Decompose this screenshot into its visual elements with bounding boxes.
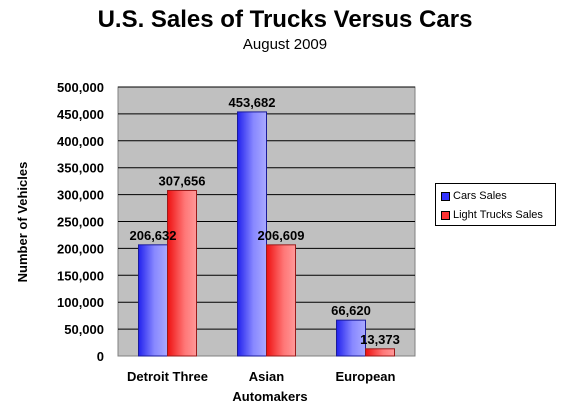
data-label: 206,632 xyxy=(130,228,177,243)
y-tick-labels: 0 50,000 100,000 150,000 200,000 250,000 300,0… xyxy=(57,80,104,364)
bar-trucks xyxy=(167,189,197,357)
legend-swatch-trucks xyxy=(441,210,450,220)
data-label: 206,609 xyxy=(258,228,305,243)
chart-subtitle: August 2009 xyxy=(242,36,328,53)
legend-swatch-cars xyxy=(441,191,450,201)
category-labels: Detroit Three Asian European xyxy=(127,369,395,384)
bar-trucks xyxy=(365,348,395,357)
bar-cars xyxy=(336,319,366,357)
legend: Cars Sales Light Trucks Sales xyxy=(435,183,556,226)
legend-label-cars: Cars Sales xyxy=(453,190,507,202)
x-tick-label: Asian xyxy=(249,369,284,384)
data-label: 453,682 xyxy=(229,95,276,110)
y-tick-label: 100,000 xyxy=(57,295,104,310)
y-tick-label: 500,000 xyxy=(57,80,104,95)
bars xyxy=(138,111,395,357)
bar-cars xyxy=(237,111,267,357)
bar-trucks xyxy=(266,244,296,357)
legend-item-cars: Cars Sales xyxy=(441,189,507,203)
y-tick-label: 350,000 xyxy=(57,161,104,176)
data-labels: 206,632 307,656 453,682 206,609 66,620 13,373 xyxy=(130,95,400,347)
y-tick-label: 200,000 xyxy=(57,241,104,256)
y-tick-label: 300,000 xyxy=(57,188,104,203)
legend-label-trucks: Light Trucks Sales xyxy=(453,209,543,221)
y-axis-title: Number of Vehicles xyxy=(15,162,30,283)
x-tick-label: European xyxy=(336,369,396,384)
bar-cars xyxy=(138,244,168,357)
data-label: 66,620 xyxy=(331,303,371,318)
x-axis-title: Automakers xyxy=(232,389,307,404)
y-tick-label: 50,000 xyxy=(64,322,104,337)
y-tick-label: 450,000 xyxy=(57,107,104,122)
data-label: 307,656 xyxy=(159,173,206,188)
x-tick-label: Detroit Three xyxy=(127,369,208,384)
data-label: 13,373 xyxy=(360,332,400,347)
y-tick-label: 250,000 xyxy=(57,215,104,230)
y-tick-label: 150,000 xyxy=(57,268,104,283)
chart-title: U.S. Sales of Trucks Versus Cars xyxy=(97,6,473,33)
y-tick-label: 400,000 xyxy=(57,134,104,149)
legend-item-trucks: Light Trucks Sales xyxy=(441,208,543,222)
y-tick-label: 0 xyxy=(97,349,104,364)
